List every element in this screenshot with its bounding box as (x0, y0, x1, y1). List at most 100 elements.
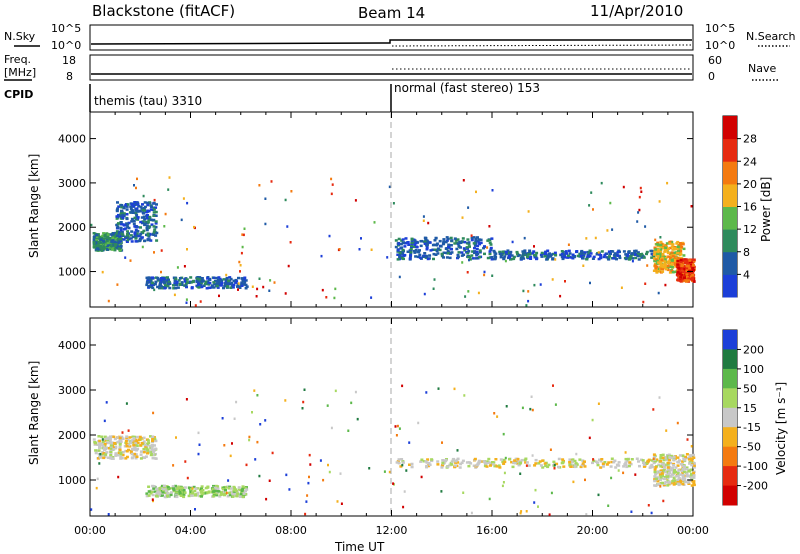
power-gate-5-248 (676, 245, 680, 248)
velocity-gate-2-15 (501, 460, 505, 464)
velocity-gate-1-133 (171, 485, 175, 488)
power-gate-1-138 (119, 222, 123, 226)
velocity-scatter-gate-123 (402, 505, 405, 509)
power-gate-2-93 (167, 278, 170, 281)
power-gate-4-35 (645, 252, 648, 256)
velocity-scatter-gate-154 (398, 427, 401, 430)
power-scatter-gate-159 (590, 191, 593, 194)
velocity-gate-0-12 (148, 450, 152, 453)
power-gate-1-98 (152, 218, 156, 222)
velocity-gate-0-28 (106, 456, 110, 459)
velocity-gate-1-108 (228, 493, 232, 497)
power-gate-1-213 (136, 209, 140, 213)
power-colorbar-tick-label-6: 28 (743, 133, 757, 146)
power-gate-2-78 (229, 286, 233, 289)
velocity-gate-0-83 (150, 450, 154, 454)
power-gate-5-82 (658, 261, 662, 264)
velocity-gate-1-190 (178, 492, 182, 496)
power-gate-5-110 (673, 270, 677, 274)
power-gate-3-248 (398, 251, 402, 254)
velocity-gate-3-137 (689, 468, 693, 471)
power-gate-1-57 (145, 224, 149, 227)
power-scatter-gate-11 (554, 258, 557, 261)
power-gate-3-183 (486, 239, 490, 242)
velocity-gate-1-192 (212, 491, 216, 495)
power-gate-4-201 (534, 254, 538, 257)
velocity-gate-2-259 (519, 461, 522, 465)
velocity-gate-2-12 (637, 460, 640, 463)
power-gate-0-220 (111, 232, 115, 236)
power-gate-3-119 (416, 255, 420, 259)
velocity-gate-2-104 (596, 461, 599, 464)
velocity-gate-3-248 (681, 464, 685, 468)
power-gate-3-97 (477, 241, 481, 244)
velocity-scatter-gate-119 (441, 441, 443, 444)
velocity-gate-1-248 (183, 491, 187, 494)
velocity-gate-1-136 (216, 485, 220, 488)
velocity-scatter-gate-2 (591, 418, 594, 422)
power-gate-3-166 (435, 244, 439, 247)
power-gate-4-254 (600, 250, 604, 253)
velocity-gate-3-250 (668, 456, 672, 459)
power-gate-5-231 (654, 266, 658, 270)
power-scatter-gate-147 (639, 186, 642, 190)
power-gate-4-193 (566, 254, 570, 257)
power-gate-6-258 (692, 268, 695, 272)
power-gate-1-153 (132, 222, 136, 226)
velocity-scatter-gate-131 (659, 475, 662, 478)
power-scatter-gate-131 (527, 290, 530, 293)
velocity-gate-1-34 (222, 490, 226, 494)
power-gate-3-147 (445, 251, 449, 255)
power-gate-5-100 (670, 263, 674, 266)
power-gate-5-203 (660, 264, 663, 267)
power-gate-1-169 (138, 209, 142, 213)
velocity-gate-1-220 (155, 492, 159, 495)
velocity-scatter-gate-91 (690, 445, 693, 448)
power-gate-3-167 (449, 244, 453, 247)
power-gate-4-110 (545, 258, 549, 261)
velocity-scatter-gate-14 (659, 485, 662, 488)
power-gate-5-165 (665, 242, 669, 245)
velocity-scatter-gate-41 (152, 499, 154, 503)
power-scatter-gate-58 (328, 234, 331, 238)
power-gate-1-255 (136, 203, 140, 206)
power-gate-4-218 (546, 254, 550, 257)
velocity-gate-2-198 (601, 462, 605, 465)
velocity-scatter-gate-43 (152, 411, 155, 415)
power-gate-4-250 (565, 252, 568, 255)
power-scatter-gate-50 (127, 238, 130, 242)
power-gate-5-70 (658, 262, 662, 266)
power-gate-3-247 (476, 236, 479, 239)
velocity-gate-1-245 (217, 490, 221, 493)
power-gate-3-246 (414, 241, 418, 245)
power-scatter-gate-100 (422, 215, 425, 218)
date-label: 11/Apr/2010 (590, 2, 683, 20)
power-gate-1-172 (136, 229, 140, 233)
power-gate-1-210 (120, 211, 123, 214)
nave-tick-top: 60 (708, 54, 722, 67)
power-scatter-gate-41 (622, 185, 625, 189)
velocity-gate-3-253 (679, 480, 683, 483)
velocity-gate-2-229 (583, 460, 586, 463)
power-gate-4-245 (572, 255, 576, 258)
power-gate-4-221 (616, 250, 620, 254)
power-gate-5-239 (672, 246, 676, 250)
power-colorbar-seg-2 (723, 229, 737, 253)
velocity-gate-0-259 (118, 436, 122, 440)
power-gate-1-182 (143, 201, 147, 204)
velocity-gate-0-193 (153, 437, 157, 441)
power-gate-2-197 (240, 284, 244, 287)
velocity-gate-1-256 (172, 488, 176, 492)
power-gate-2-211 (150, 283, 154, 287)
power-scatter-gate-40 (654, 238, 657, 242)
velocity-gate-3-204 (672, 464, 676, 467)
velocity-gate-1-140 (232, 490, 236, 494)
power-gate-4-247 (607, 250, 611, 253)
power-gate-3-213 (426, 257, 430, 261)
power-gate-5-204 (668, 259, 672, 262)
velocity-gate-3-28 (653, 468, 657, 471)
velocity-xlabel: Time UT (334, 540, 385, 554)
velocity-ylabel: Slant Range [km] (27, 361, 41, 465)
power-gate-4-219 (615, 257, 618, 261)
velocity-gate-2-85 (579, 465, 583, 468)
